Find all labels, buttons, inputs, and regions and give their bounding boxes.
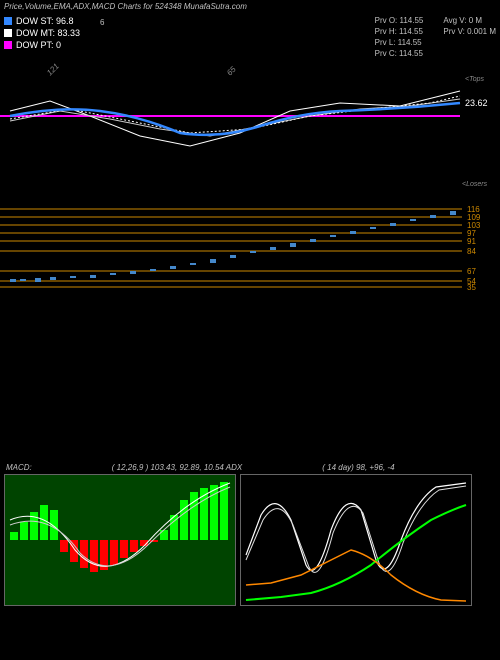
avg-v: Avg V: 0 M <box>443 15 496 26</box>
adx-chart <box>240 474 472 606</box>
prv-v: Prv V: 0.001 M <box>443 26 496 37</box>
prev-h: Prv H: 114.55 <box>375 26 424 37</box>
legend-label-pt: DOW PT: 0 <box>16 39 61 51</box>
macd-label: MACD: <box>6 463 32 472</box>
svg-text:35: 35 <box>467 283 476 292</box>
legend-box-pt <box>4 41 12 49</box>
macd-chart <box>4 474 236 606</box>
svg-text:67: 67 <box>467 267 476 276</box>
value-6: 6 <box>100 15 104 59</box>
legend-column: DOW ST: 96.8 DOW MT: 83.33 DOW PT: 0 <box>4 15 80 59</box>
prev-c: Prv C: 114.55 <box>375 48 424 59</box>
legend-label-mt: DOW MT: 83.33 <box>16 27 80 39</box>
main-price-chart: 121 65 <Tops 23.62 <Losers <box>0 61 500 191</box>
avg-column: Avg V: 0 M Prv V: 0.001 M <box>443 15 496 59</box>
legend-pt: DOW PT: 0 <box>4 39 80 51</box>
legend-box-st <box>4 17 12 25</box>
svg-text:<Tops: <Tops <box>465 76 485 83</box>
header-info: DOW ST: 96.8 DOW MT: 83.33 DOW PT: 0 6 P… <box>0 13 500 61</box>
prev-column: Prv O: 114.55 Prv H: 114.55 Prv L: 114.5… <box>375 15 424 59</box>
legend-label-st: DOW ST: 96.8 <box>16 15 74 27</box>
svg-text:23.62: 23.62 <box>465 98 488 108</box>
svg-text:65: 65 <box>225 64 238 77</box>
legend-st: DOW ST: 96.8 <box>4 15 80 27</box>
svg-text:<Losers: <Losers <box>462 181 488 188</box>
prev-o: Prv O: 114.55 <box>375 15 424 26</box>
volume-level-chart: 116109103979184675435 <box>0 191 500 341</box>
macd-header: MACD: ( 12,26,9 ) 103.43, 92.89, 10.54 A… <box>0 461 500 474</box>
legend-box-mt <box>4 29 12 37</box>
macd-values: ( 12,26,9 ) 103.43, 92.89, 10.54 ADX <box>112 463 242 472</box>
prev-l: Prv L: 114.55 <box>375 37 424 48</box>
chart-title: Price,Volume,EMA,ADX,MACD Charts for 524… <box>0 0 500 13</box>
svg-text:84: 84 <box>467 247 476 256</box>
svg-text:121: 121 <box>45 62 61 78</box>
svg-text:91: 91 <box>467 237 476 246</box>
adx-values: ( 14 day) 98, +96, -4 <box>322 463 394 472</box>
legend-mt: DOW MT: 83.33 <box>4 27 80 39</box>
indicator-charts <box>0 474 500 606</box>
spacer <box>0 341 500 461</box>
